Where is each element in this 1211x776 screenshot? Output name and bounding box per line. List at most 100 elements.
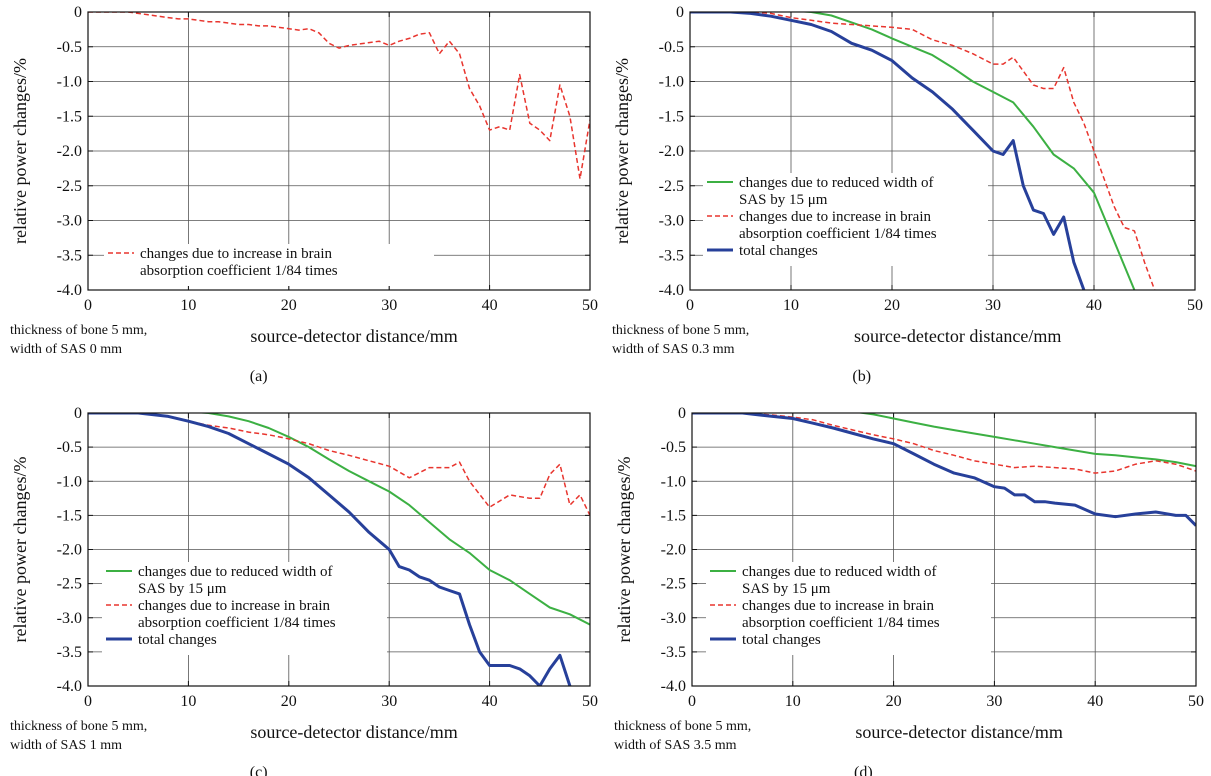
legend-entry-text: changes due to reduced width of (742, 564, 937, 580)
y-tick-label: -3.0 (659, 213, 684, 230)
y-tick-label: -4.0 (661, 678, 686, 695)
y-tick-label: -0.5 (661, 439, 686, 456)
x-tick-label: 40 (482, 297, 498, 314)
series-line (692, 413, 1196, 468)
y-tick-label: -2.5 (57, 178, 82, 195)
legend-entry-text: absorption coefficient 1/84 times (138, 615, 336, 631)
x-tick-label: 20 (281, 297, 297, 314)
series-line (88, 413, 590, 626)
y-tick-label: 0 (74, 4, 82, 21)
plot-frame (689, 11, 1196, 291)
y-tick-label: -2.5 (661, 576, 686, 593)
series-line (690, 12, 1136, 290)
legend-entry-text: SAS by 15 μm (138, 581, 227, 597)
x-axis-label: source-detector distance/mm (250, 722, 457, 742)
y-tick-label: -2.0 (57, 542, 82, 559)
legend-entry-text: changes due to increase in brain (742, 598, 935, 614)
y-tick-label: 0 (74, 405, 82, 422)
series-line (690, 12, 1086, 290)
plot-frame (691, 412, 1197, 687)
y-tick-label: -2.0 (661, 542, 686, 559)
series-line (690, 12, 1156, 290)
x-tick-label: 20 (886, 693, 902, 710)
legend-entry-text: SAS by 15 μm (742, 581, 831, 597)
x-axis-label: source-detector distance/mm (250, 326, 457, 346)
y-tick-label: -0.5 (57, 39, 82, 56)
legend-entry-text: changes due to reduced width of (138, 564, 333, 580)
panel-note: thickness of bone 5 mm, (612, 323, 749, 338)
chart-panel: 0 10 20 30 40 50 0 -0.5 -1.0 -1.5 -2.0 -2.5 -3.0 -3.5… (614, 405, 1204, 776)
series-line (88, 413, 572, 686)
y-tick-label: -3.5 (659, 247, 684, 264)
y-tick-label: -4.0 (57, 282, 82, 299)
x-tick-label: 10 (785, 693, 801, 710)
legend-entry-text: absorption coefficient 1/84 times (742, 615, 940, 631)
chart-panel: 0 10 20 30 40 50 0 -0.5 -1.0 -1.5 -2.0 -2.5 -3.0 -3.5… (10, 4, 598, 385)
y-tick-label: -1.0 (661, 473, 686, 490)
x-tick-label: 40 (1087, 693, 1103, 710)
y-tick-label: -1.0 (57, 74, 82, 91)
y-tick-label: -4.0 (57, 678, 82, 695)
y-tick-label: -1.5 (57, 507, 82, 524)
x-tick-label: 0 (688, 693, 696, 710)
y-tick-label: -3.5 (57, 247, 82, 264)
legend-entry-text: total changes (739, 243, 818, 259)
legend-entry-text: SAS by 15 μm (739, 192, 828, 208)
y-tick-label: -2.5 (57, 576, 82, 593)
panel-label: (a) (250, 368, 268, 385)
plot-frame (87, 11, 591, 291)
y-tick-label: 0 (678, 405, 686, 422)
y-tick-label: 0 (676, 4, 684, 21)
x-tick-label: 50 (582, 297, 598, 314)
chart-panel: 0 10 20 30 40 50 0 -0.5 -1.0 -1.5 -2.0 -2.5 -3.0 -3.5… (612, 4, 1203, 385)
x-tick-label: 0 (84, 693, 92, 710)
y-tick-label: -1.5 (661, 507, 686, 524)
y-tick-label: -1.5 (659, 108, 684, 125)
y-tick-label: -2.0 (659, 143, 684, 160)
x-tick-label: 20 (884, 297, 900, 314)
x-tick-label: 30 (381, 693, 397, 710)
y-tick-label: -4.0 (659, 282, 684, 299)
x-tick-label: 10 (180, 693, 196, 710)
panel-note: width of SAS 0.3 mm (612, 342, 735, 357)
x-tick-label: 0 (84, 297, 92, 314)
series-line (692, 413, 1196, 474)
y-tick-label: -2.0 (57, 143, 82, 160)
y-tick-label: -0.5 (659, 39, 684, 56)
y-tick-label: -0.5 (57, 439, 82, 456)
x-tick-label: 10 (783, 297, 799, 314)
legend-box (706, 562, 991, 655)
y-tick-label: -3.5 (661, 644, 686, 661)
y-axis-label: relative power changes/% (10, 58, 30, 244)
legend-entry-text: absorption coefficient 1/84 times (140, 263, 338, 279)
panel-note: width of SAS 3.5 mm (614, 738, 737, 753)
panel-note: width of SAS 0 mm (10, 342, 122, 357)
legend-entry-text: absorption coefficient 1/84 times (739, 226, 937, 242)
legend-entry-text: total changes (138, 632, 217, 648)
x-tick-label: 50 (1187, 297, 1203, 314)
chart-panel: 0 10 20 30 40 50 0 -0.5 -1.0 -1.5 -2.0 -2.5 -3.0 -3.5… (10, 405, 598, 776)
x-tick-label: 40 (1086, 297, 1102, 314)
panel-note: width of SAS 1 mm (10, 738, 122, 753)
legend-box (102, 562, 387, 655)
panel-note: thickness of bone 5 mm, (10, 323, 147, 338)
y-tick-label: -3.0 (57, 610, 82, 627)
x-tick-label: 40 (482, 693, 498, 710)
legend-entry-text: changes due to increase in brain (739, 209, 932, 225)
legend-entry-text: changes due to reduced width of (739, 175, 934, 191)
panel-label: (b) (852, 368, 871, 385)
y-axis-label: relative power changes/% (614, 457, 634, 643)
panel-label: (d) (854, 764, 873, 776)
legend-box (703, 173, 988, 266)
y-tick-label: -1.0 (57, 473, 82, 490)
y-axis-label: relative power changes/% (10, 457, 30, 643)
panel-note: thickness of bone 5 mm, (614, 719, 751, 734)
x-tick-label: 30 (986, 693, 1002, 710)
x-tick-label: 50 (582, 693, 598, 710)
y-tick-label: -3.5 (57, 644, 82, 661)
legend-entry-text: changes due to increase in brain (138, 598, 331, 614)
panel-label: (c) (250, 764, 268, 776)
series-line (88, 12, 590, 180)
x-tick-label: 30 (985, 297, 1001, 314)
